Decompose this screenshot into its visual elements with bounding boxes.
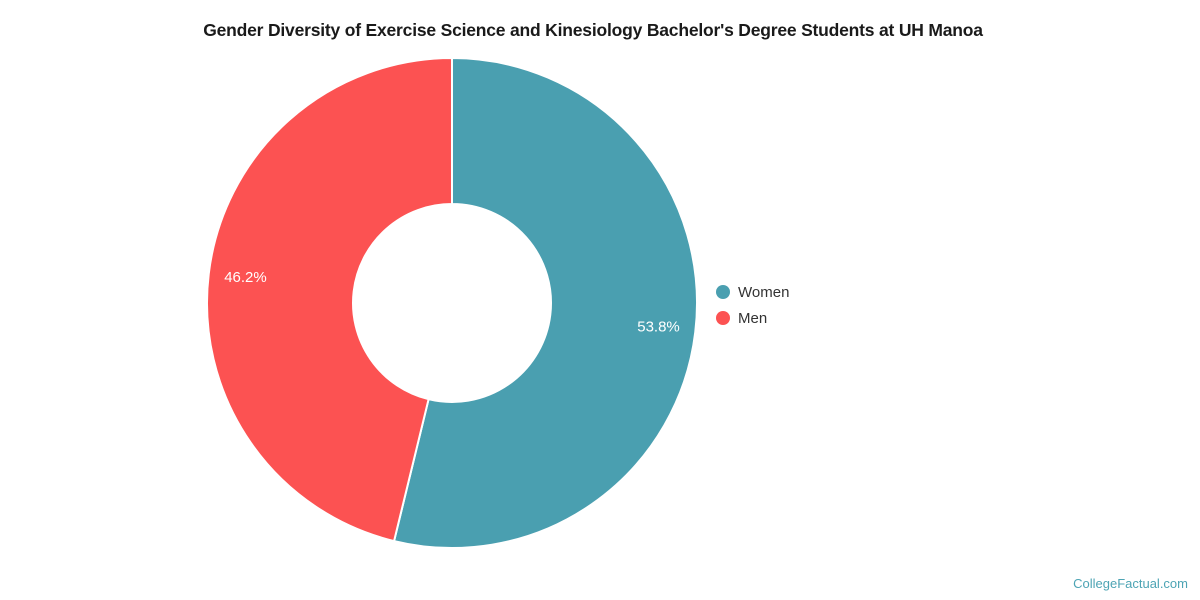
legend-marker-women-icon (716, 285, 730, 299)
pie-slice-women[interactable] (393, 57, 698, 549)
chart-title: Gender Diversity of Exercise Science and… (203, 20, 983, 40)
legend-marker-men-icon (716, 311, 730, 325)
slice-value-label-men: 46.2% (224, 269, 267, 286)
legend-item-men[interactable]: Men (716, 305, 789, 331)
legend: Women Men (716, 279, 789, 331)
slice-value-label-women: 53.8% (637, 319, 680, 336)
legend-label-men: Men (738, 309, 768, 327)
pie-slice-men[interactable] (206, 57, 453, 543)
legend-item-women[interactable]: Women (716, 279, 789, 305)
watermark-collegefactual: CollegeFactual.com (1073, 576, 1188, 591)
legend-label-women: Women (738, 283, 790, 301)
